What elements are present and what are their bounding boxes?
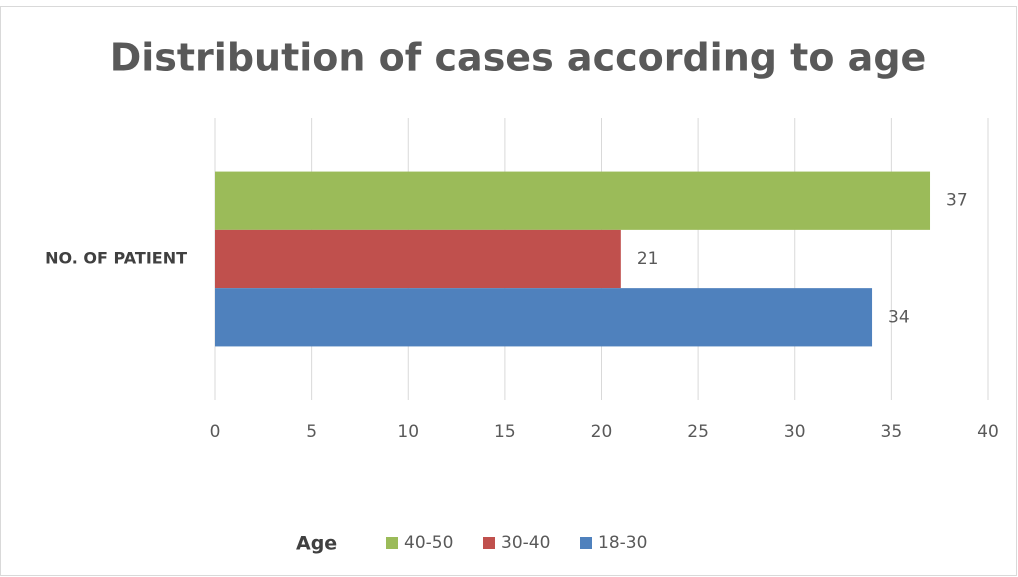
x-tick-label: 40 [977, 422, 999, 442]
data-label: 37 [946, 191, 968, 211]
legend-title: Age [296, 533, 337, 555]
bar [215, 288, 873, 347]
x-tick-label: 5 [306, 422, 317, 442]
x-tick-label: 10 [397, 422, 419, 442]
x-tick-label: 30 [784, 422, 806, 442]
x-tick-label: 25 [687, 422, 709, 442]
data-label: 34 [888, 307, 910, 327]
data-label: 21 [637, 249, 659, 269]
y-tick-label: NO. OF PATIENT [45, 249, 187, 268]
legend-swatch [483, 537, 495, 549]
bar [215, 229, 621, 289]
legend-label: 30-40 [501, 533, 550, 553]
x-tick-label: 0 [210, 422, 221, 442]
bar [215, 171, 931, 230]
legend-swatch [580, 537, 592, 549]
x-tick-label: 20 [591, 422, 613, 442]
legend-label: 40-50 [404, 533, 453, 553]
chart-title: Distribution of cases according to age [110, 36, 927, 80]
x-tick-label: 15 [494, 422, 516, 442]
legend-swatch [386, 537, 398, 549]
x-tick-label: 35 [881, 422, 903, 442]
legend-label: 18-30 [598, 533, 647, 553]
